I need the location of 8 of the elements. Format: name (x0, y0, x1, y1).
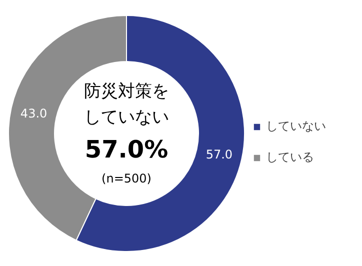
legend-label: している (266, 149, 314, 166)
text: していない (84, 108, 169, 128)
data-label: 43.0 (20, 106, 48, 120)
text: 57.0% (84, 136, 168, 164)
legend-label: していない (266, 118, 326, 135)
text: 防災対策を (84, 82, 169, 102)
text: (n=500) (102, 172, 152, 186)
data-label: 57.0 (206, 148, 233, 162)
